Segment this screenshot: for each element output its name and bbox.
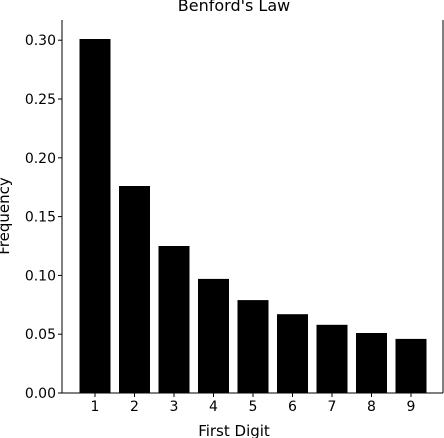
- y-tick-label-0: 0.00: [25, 386, 56, 402]
- x-tick-label-9: 9: [407, 399, 416, 415]
- bar-digit-2: [119, 186, 150, 393]
- y-tick-label-1: 0.05: [25, 327, 56, 343]
- x-tick-label-2: 2: [130, 399, 139, 415]
- bars-group: [79, 39, 427, 393]
- x-tick-label-1: 1: [91, 399, 100, 415]
- bar-digit-1: [79, 39, 111, 393]
- y-tick-label-3: 0.15: [25, 210, 56, 226]
- x-tick-label-3: 3: [170, 399, 179, 415]
- y-tick-label-4: 0.20: [25, 151, 56, 167]
- x-tick-label-5: 5: [249, 399, 258, 415]
- y-tick-label-6: 0.30: [25, 33, 56, 49]
- x-tick-label-7: 7: [328, 399, 337, 415]
- y-tick-label-5: 0.25: [25, 92, 56, 108]
- x-tick-label-4: 4: [209, 399, 218, 415]
- bar-digit-7: [316, 324, 348, 393]
- bar-digit-4: [198, 278, 229, 393]
- y-axis-ticks: 0.00 0.05 0.10 0.15 0.20 0.25 0.30: [25, 33, 62, 402]
- x-axis-label: First Digit: [198, 422, 270, 438]
- chart-title: Benford's Law: [178, 0, 290, 15]
- bar-digit-9: [395, 338, 427, 393]
- bar-digit-6: [277, 314, 308, 393]
- bar-digit-8: [356, 333, 387, 393]
- x-tick-label-8: 8: [367, 399, 376, 415]
- y-axis-label: Frequency: [0, 177, 13, 255]
- bar-digit-5: [237, 300, 269, 393]
- bar-digit-3: [158, 246, 190, 393]
- x-axis-ticks: 1 2 3 4 5 6 7 8 9: [91, 393, 416, 415]
- y-tick-label-2: 0.10: [25, 268, 56, 284]
- x-tick-label-6: 6: [288, 399, 297, 415]
